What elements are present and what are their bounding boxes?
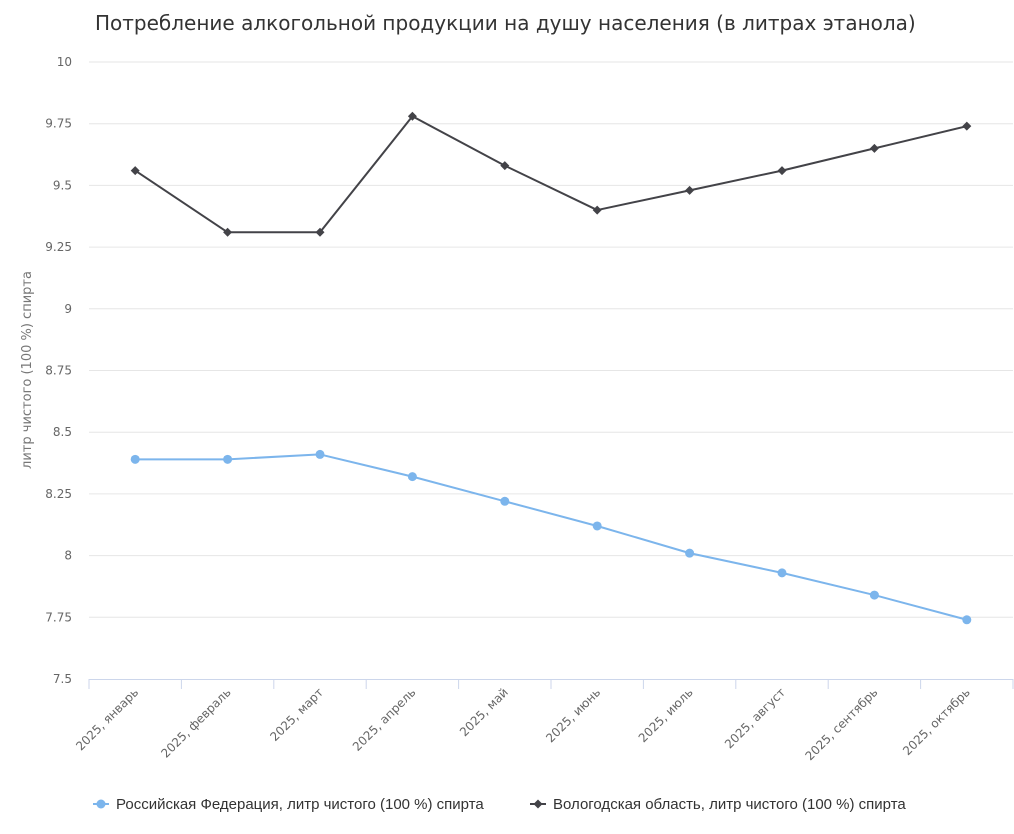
x-axis: 2025, январь 2025, февраль 2025, март 2025,… — [73, 679, 1014, 763]
data-point[interactable] — [592, 521, 602, 531]
x-tick-label: 2025, июнь — [543, 685, 603, 745]
y-tick-label: 8.75 — [45, 364, 72, 378]
y-axis-title: литр чистого (100 %) спирта — [20, 271, 35, 469]
series-1 — [130, 449, 972, 625]
data-point[interactable] — [223, 454, 233, 464]
legend-marker — [96, 799, 106, 809]
legend-label[interactable]: Вологодская область, литр чистого (100 %… — [553, 796, 906, 813]
data-point[interactable] — [223, 227, 233, 237]
data-point[interactable] — [592, 205, 602, 215]
data-point[interactable] — [962, 121, 972, 131]
y-tick-label: 9.5 — [53, 178, 72, 192]
data-point[interactable] — [869, 143, 879, 153]
series-2 — [130, 111, 972, 237]
data-point[interactable] — [130, 166, 140, 176]
grid-layer — [89, 61, 1013, 618]
data-point[interactable] — [777, 568, 787, 578]
y-tick-label: 8.5 — [53, 425, 72, 439]
x-tick-label: 2025, июль — [636, 685, 696, 745]
data-point[interactable] — [869, 590, 879, 600]
series-line — [134, 115, 968, 234]
x-tick-label: 2025, май — [457, 685, 511, 739]
data-point[interactable] — [500, 161, 510, 171]
x-tick-label: 2025, апрель — [350, 685, 419, 754]
series-layer — [130, 111, 972, 625]
series-line — [135, 453, 968, 621]
legend-item-2[interactable]: Вологодская область, литр чистого (100 %… — [530, 796, 906, 813]
x-tick-label: 2025, август — [722, 685, 788, 751]
legend-label[interactable]: Российская Федерация, литр чистого (100 … — [116, 796, 484, 813]
legend-marker — [533, 799, 543, 809]
data-point[interactable] — [685, 548, 695, 558]
x-tick-label: 2025, февраль — [158, 685, 233, 760]
y-tick-label: 7.5 — [53, 672, 72, 686]
y-tick-label: 7.75 — [45, 610, 72, 624]
legend[interactable]: Российская Федерация, литр чистого (100 … — [93, 796, 906, 813]
data-point[interactable] — [500, 496, 510, 506]
data-point[interactable] — [777, 166, 787, 176]
data-point[interactable] — [315, 227, 325, 237]
y-tick-label: 9.75 — [45, 117, 72, 131]
data-point[interactable] — [407, 111, 417, 121]
y-tick-label: 8.25 — [45, 487, 72, 501]
legend-item-1[interactable]: Российская Федерация, литр чистого (100 … — [93, 796, 484, 813]
data-point[interactable] — [407, 472, 417, 482]
data-point[interactable] — [685, 185, 695, 195]
data-point[interactable] — [315, 449, 325, 459]
x-tick-label: 2025, октябрь — [900, 685, 973, 758]
y-tick-label: 9.25 — [45, 240, 72, 254]
data-point[interactable] — [962, 615, 972, 625]
y-axis-ticks: 7.5 7.75 8 8.25 8.5 8.75 9 9.25 9.5 9.75 10 — [45, 55, 72, 686]
chart-title: Потребление алкогольной продукции на душ… — [95, 11, 916, 35]
data-point[interactable] — [130, 454, 140, 464]
x-tick-label: 2025, январь — [73, 685, 141, 753]
y-tick-label: 10 — [57, 55, 72, 69]
y-tick-label: 8 — [64, 549, 72, 563]
x-tick-label: 2025, сентябрь — [803, 685, 881, 763]
y-tick-label: 9 — [64, 302, 72, 316]
x-tick-label: 2025, март — [267, 685, 326, 744]
